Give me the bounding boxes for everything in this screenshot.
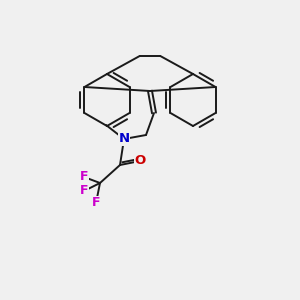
Text: F: F — [92, 196, 100, 209]
Text: N: N — [118, 133, 130, 146]
Text: O: O — [134, 154, 146, 167]
Text: F: F — [80, 170, 88, 184]
Text: F: F — [80, 184, 88, 197]
